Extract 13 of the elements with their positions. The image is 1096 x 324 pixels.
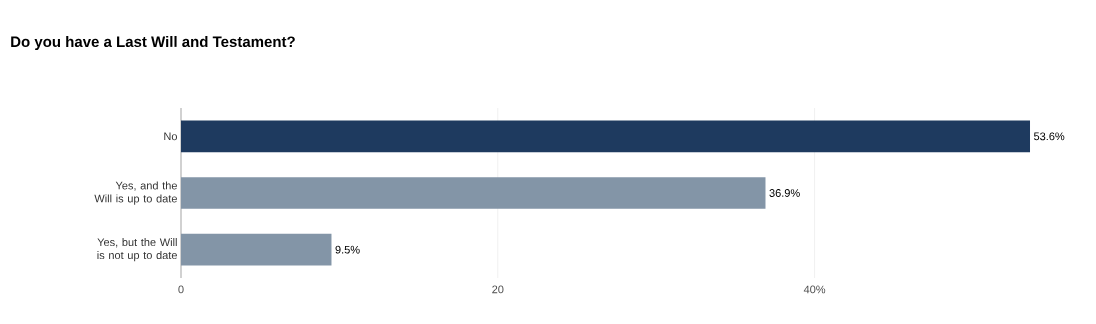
y-tick-label: Yes, and the Will is up to date (94, 181, 177, 205)
y-tick-label: Yes, but the Will is not up to date (97, 238, 177, 262)
y-tick-label: No (164, 132, 178, 141)
bar (181, 120, 1031, 153)
chart-title: Do you have a Last Will and Testament? (11, 36, 295, 50)
data-label: 36.9% (769, 189, 800, 197)
data-label: 9.5% (335, 245, 360, 254)
x-tick-label: 0 (178, 285, 184, 294)
bar (181, 233, 332, 266)
data-label: 53.6% (1033, 132, 1065, 141)
x-tick-label: 20 (492, 285, 504, 294)
x-tick-label: 40% (803, 285, 826, 294)
bar (181, 177, 766, 209)
